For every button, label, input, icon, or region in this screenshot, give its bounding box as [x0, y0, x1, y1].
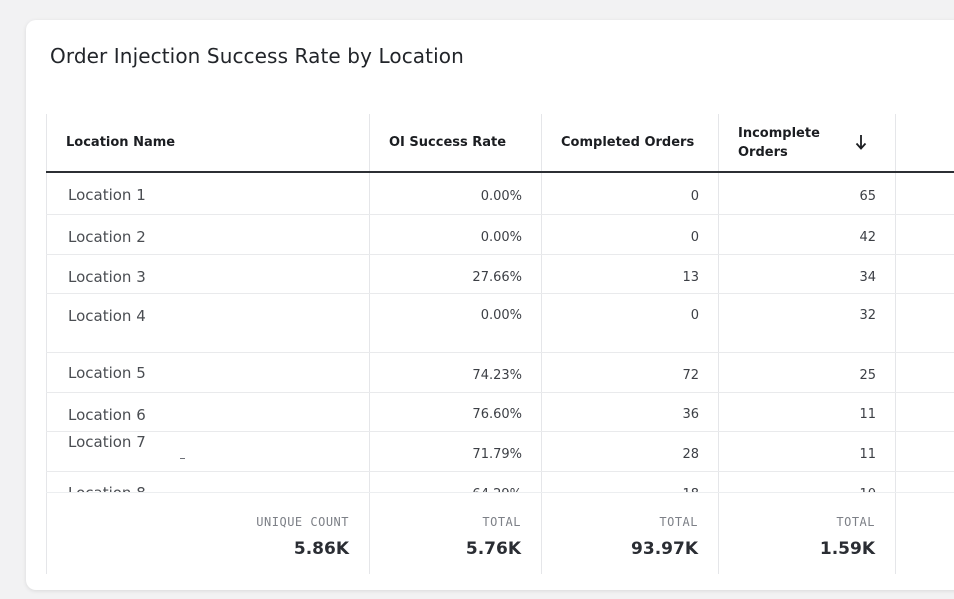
table-row[interactable]: Location 7 71.79% 28 11: [46, 431, 954, 472]
table-cell-location: Location 3: [68, 268, 146, 286]
table-row[interactable]: Location 4 0.00% 0 32: [46, 293, 954, 353]
table-cell-location: Location 4: [68, 307, 146, 325]
column-header-label-line1: Incomplete: [738, 125, 820, 141]
table-cell-incomplete: 65: [859, 189, 876, 204]
footer-label: UNIQUE COUNT: [256, 515, 349, 529]
table-cell-location: Location 6: [68, 406, 146, 424]
table-cell-incomplete: 42: [859, 230, 876, 245]
footer-value: 93.97K: [631, 539, 698, 559]
column-header-label-wrap: Incomplete Orders: [738, 124, 820, 162]
table-cell-rate: 76.60%: [472, 407, 522, 422]
table-cell-rate: 0.00%: [480, 189, 522, 204]
table-cell-rate: 0.00%: [480, 308, 522, 323]
table-cell-completed: 13: [682, 270, 699, 285]
arrow-down-icon[interactable]: [854, 132, 868, 152]
table-cell-incomplete: 25: [859, 368, 876, 383]
table-row[interactable]: Location 5 74.23% 72 25: [46, 352, 954, 393]
table-row[interactable]: Location 3 27.66% 13 34: [46, 254, 954, 294]
table-cell-incomplete: 32: [859, 308, 876, 323]
table-cell-completed: 0: [690, 230, 699, 245]
column-divider: [541, 114, 542, 574]
column-divider: [369, 114, 370, 574]
column-divider: [541, 493, 542, 574]
table-header: Location Name OI Success Rate Completed …: [46, 114, 954, 171]
widget-title: Order Injection Success Rate by Location: [50, 44, 464, 68]
column-divider: [895, 493, 896, 574]
header-rule: [46, 171, 954, 173]
column-divider: [369, 493, 370, 574]
column-header-completed-orders[interactable]: Completed Orders: [541, 114, 718, 171]
footer-value: 5.86K: [293, 539, 349, 559]
table-cell-incomplete: 11: [859, 407, 876, 422]
footer-value: 1.59K: [819, 539, 875, 559]
column-header-label: OI Success Rate: [389, 135, 507, 150]
column-divider: [718, 114, 719, 574]
column-header-label: Completed Orders: [561, 135, 695, 150]
table-cell-location: Location 2: [68, 228, 146, 246]
table-footer: UNIQUE COUNT 5.86K TOTAL 5.76K TOTAL 93.…: [46, 492, 954, 574]
footer-value: 5.76K: [465, 539, 521, 559]
table-cell-rate: 27.66%: [472, 270, 522, 285]
table-row[interactable]: Location 2 0.00% 0 42: [46, 214, 954, 255]
table-row[interactable]: Location 1 0.00% 0 65: [46, 173, 954, 215]
table-cell-completed: 36: [682, 407, 699, 422]
column-header-location-name[interactable]: Location Name: [46, 114, 369, 171]
footer-label: TOTAL: [659, 515, 698, 529]
table-cell-completed: 28: [682, 447, 699, 462]
column-divider: [895, 114, 896, 574]
table-cell-completed: 0: [690, 308, 699, 323]
footer-label: TOTAL: [836, 515, 875, 529]
table-cell-incomplete: 34: [859, 270, 876, 285]
column-divider: [46, 493, 47, 574]
table-row[interactable]: Location 6 76.60% 36 11: [46, 392, 954, 432]
column-header-label-line2: Orders: [738, 144, 788, 160]
table-cell-location: Location 5: [68, 364, 146, 382]
column-header-label: Location Name: [66, 135, 176, 150]
table-cell-rate: 71.79%: [472, 447, 522, 462]
data-table: Location Name OI Success Rate Completed …: [46, 114, 954, 574]
table-cell-location: Location 1: [68, 186, 146, 204]
column-header-oi-success-rate[interactable]: OI Success Rate: [369, 114, 541, 171]
cursor-mark: [180, 458, 185, 459]
table-cell-rate: 0.00%: [480, 230, 522, 245]
column-divider: [718, 493, 719, 574]
table-cell-rate: 74.23%: [472, 368, 522, 383]
table-cell-completed: 72: [682, 368, 699, 383]
table-cell-completed: 0: [690, 189, 699, 204]
table-cell-location: Location 7: [68, 433, 146, 451]
footer-label: TOTAL: [482, 515, 521, 529]
column-header-incomplete-orders[interactable]: Incomplete Orders: [718, 114, 895, 171]
column-divider: [46, 114, 47, 574]
table-cell-incomplete: 11: [859, 447, 876, 462]
